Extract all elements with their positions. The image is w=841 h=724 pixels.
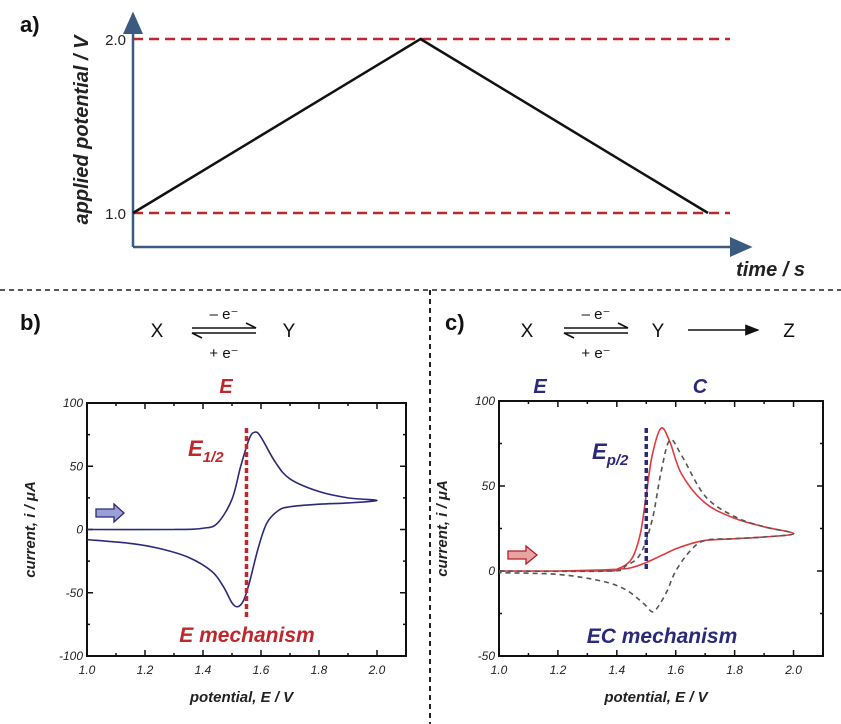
- y-tick-label: 50: [482, 479, 496, 493]
- y-axis-title: current, i / μA: [22, 481, 39, 578]
- y-tick-label: -50: [478, 649, 496, 663]
- mechanism-label-c: EC mechanism: [587, 625, 738, 648]
- species-x: X: [151, 321, 164, 342]
- species-z: Z: [783, 321, 795, 342]
- panel-label-c: c): [445, 310, 465, 335]
- x-tick-label: 1.8: [311, 663, 328, 677]
- y-tick-label: -100: [59, 649, 83, 663]
- reduction-label: + e⁻: [209, 345, 238, 362]
- x-tick-label: 1.8: [726, 663, 743, 677]
- y-tick-a: 1.0: [105, 206, 126, 223]
- panel-label-b: b): [20, 310, 41, 335]
- y-tick-label: 0: [488, 564, 495, 578]
- scheme-c: c) X – e⁻ + e⁻ Y Z E C: [445, 306, 795, 398]
- scheme-b: b) X – e⁻ + e⁻ Y E: [20, 306, 296, 398]
- mechanism-label-b: E mechanism: [179, 624, 314, 647]
- x-axis-title: potential, E / V: [603, 689, 709, 706]
- step-label-e: E: [533, 376, 547, 398]
- reduction-label: + e⁻: [581, 345, 610, 362]
- cv-curve-1: [86, 431, 378, 608]
- equilibrium-arrows-icon: [191, 322, 257, 339]
- y-tick-label: 100: [63, 396, 83, 410]
- x-axis-title: potential, E / V: [189, 689, 295, 706]
- x-tick-label: 1.6: [667, 663, 684, 677]
- x-tick-label: 1.0: [491, 663, 508, 677]
- y-tick-label: 100: [475, 394, 495, 408]
- y-tick-label: 50: [70, 459, 84, 473]
- half-wave-potential-label: E1/2: [188, 436, 224, 466]
- equilibrium-arrows-icon: [563, 322, 629, 339]
- oxidation-label: – e⁻: [210, 306, 239, 323]
- y-axis-title-a: applied potential / V: [71, 34, 93, 225]
- y-tick-a: 2.0: [105, 32, 126, 49]
- panel-a: a) 2.0 1.0 applied potential / V time / …: [20, 11, 805, 281]
- x-tick-label: 1.0: [79, 663, 96, 677]
- scan-direction-arrow-icon: [95, 502, 125, 524]
- scan-direction-arrow-icon: [507, 544, 539, 566]
- step-label-c: C: [693, 376, 708, 398]
- cv-plot-b: 1.0 1.2 1.4 1.6 1.8 2.0 100 50 0 -50 -100 potential…: [22, 396, 407, 706]
- x-axis-title-a: time / s: [736, 259, 805, 281]
- panel-label-a: a): [20, 12, 40, 37]
- step-label-e: E: [219, 376, 233, 398]
- x-tick-label: 1.4: [195, 663, 212, 677]
- potential-waveform: [132, 37, 709, 215]
- y-tick-label: 0: [76, 523, 83, 537]
- species-x: X: [521, 321, 534, 342]
- oxidation-label: – e⁻: [582, 306, 611, 323]
- cv-curve-2: [498, 438, 795, 613]
- x-tick-label: 2.0: [784, 663, 802, 677]
- x-tick-label: 1.6: [253, 663, 270, 677]
- y-axis-title: current, i / μA: [434, 480, 451, 577]
- cv-plot-c: 1.0 1.2 1.4 1.6 1.8 2.0 100 50 0 -50 potential, E …: [434, 394, 824, 706]
- x-tick-label: 2.0: [368, 663, 386, 677]
- species-y: Y: [652, 321, 665, 342]
- species-y: Y: [283, 321, 296, 342]
- x-tick-label: 1.2: [137, 663, 154, 677]
- y-tick-label: -50: [66, 586, 84, 600]
- half-peak-potential-label: Ep/2: [592, 439, 629, 469]
- x-tick-label: 1.4: [608, 663, 625, 677]
- x-tick-label: 1.2: [550, 663, 567, 677]
